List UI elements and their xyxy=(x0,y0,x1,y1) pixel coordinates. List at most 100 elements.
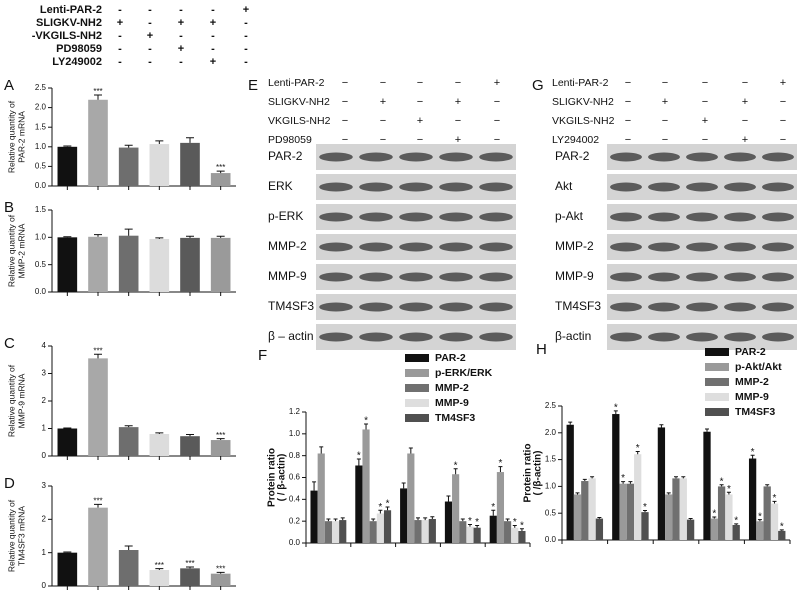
significance: * xyxy=(643,502,647,513)
bar xyxy=(679,478,687,540)
treatment-mark: − xyxy=(702,96,708,108)
blot-band xyxy=(479,212,513,222)
error-bar xyxy=(779,529,784,531)
significance: *** xyxy=(216,163,225,172)
y-axis-label: Relative quantity of xyxy=(6,100,16,173)
significance: * xyxy=(498,458,502,469)
bar xyxy=(376,513,384,543)
significance: *** xyxy=(93,346,102,355)
y-axis-label: Protein ratio xyxy=(523,444,534,503)
error-bar xyxy=(94,503,102,508)
bar xyxy=(324,521,332,543)
error-bar xyxy=(124,425,133,428)
treatment-mark: - xyxy=(118,4,122,16)
panel-letter: E xyxy=(248,77,258,94)
significance: * xyxy=(751,447,755,458)
blot-label: MMP-2 xyxy=(268,239,307,253)
y-axis-label: MMP-9 mRNA xyxy=(16,373,26,428)
blot-band xyxy=(686,242,718,252)
blot-band xyxy=(399,272,433,282)
treatment-mark: + xyxy=(117,17,123,29)
blot-band xyxy=(359,332,393,342)
blot-band xyxy=(439,212,473,222)
error-bar xyxy=(186,137,194,143)
legend-label: p-Akt/Akt xyxy=(735,361,782,373)
bar xyxy=(383,510,392,543)
error-bar xyxy=(475,525,480,528)
significance: *** xyxy=(216,564,225,573)
blot-label: PAR-2 xyxy=(555,149,590,163)
y-tick-label: 2 xyxy=(42,514,47,523)
treatment-mark: − xyxy=(780,115,786,127)
error-bar xyxy=(63,551,72,553)
y-tick-label: 0.0 xyxy=(35,287,47,296)
legend-swatch xyxy=(705,393,729,401)
panel-letter: B xyxy=(4,199,14,216)
panel-letter: C xyxy=(4,335,15,352)
blot-band xyxy=(359,272,393,282)
bar xyxy=(588,478,596,540)
blot-band xyxy=(359,302,393,312)
y-tick-label: 1.5 xyxy=(545,455,557,464)
y-tick-label: 2.5 xyxy=(35,83,47,92)
blot-band xyxy=(762,302,794,312)
blot-band xyxy=(762,332,794,342)
bar xyxy=(210,237,231,292)
blot-label: TM4SF3 xyxy=(555,299,601,313)
error-bar xyxy=(726,491,731,495)
bar xyxy=(657,427,666,540)
significance: *** xyxy=(155,561,164,570)
y-axis-label: ( /β-actin) xyxy=(533,451,544,496)
error-bar xyxy=(621,481,626,484)
blot-band xyxy=(359,182,393,192)
y-tick-label: 1.2 xyxy=(289,407,301,416)
bar xyxy=(717,486,726,540)
significance: *** xyxy=(93,496,102,505)
blot-band xyxy=(399,152,433,162)
error-bar xyxy=(155,237,164,239)
bar xyxy=(619,483,627,540)
legend-swatch xyxy=(705,348,729,356)
treatment-label: SLIGKV-NH2 xyxy=(36,17,102,29)
error-bar xyxy=(575,492,580,495)
legend-swatch xyxy=(405,369,429,377)
panel-letter: H xyxy=(536,341,547,358)
treatment-mark: − xyxy=(625,115,631,127)
treatment-mark: + xyxy=(178,17,184,29)
bar xyxy=(118,550,139,586)
treatment-mark: + xyxy=(417,115,423,127)
bar xyxy=(180,142,200,186)
error-bar xyxy=(319,446,324,454)
treatment-label: Lenti-PAR-2 xyxy=(552,77,609,89)
legend-swatch xyxy=(405,399,429,407)
y-tick-label: 2.0 xyxy=(545,428,557,437)
bar xyxy=(466,526,474,543)
error-bar xyxy=(401,482,406,489)
treatment-mark: − xyxy=(494,96,500,108)
error-bar xyxy=(124,545,133,550)
significance: * xyxy=(475,517,479,528)
panel-letter: G xyxy=(532,77,544,94)
treatment-mark: - xyxy=(244,17,248,29)
legend-label: MMP-2 xyxy=(435,382,469,394)
y-tick-label: 0.0 xyxy=(35,181,47,190)
legend-swatch xyxy=(705,378,729,386)
bar xyxy=(317,453,325,543)
y-tick-label: 1.0 xyxy=(545,482,557,491)
treatment-mark: − xyxy=(342,77,348,89)
bar xyxy=(149,570,170,586)
blot-band xyxy=(319,152,353,162)
treatment-mark: − xyxy=(742,115,748,127)
error-bar xyxy=(674,476,678,479)
treatment-mark: − xyxy=(494,134,500,146)
treatment-mark: − xyxy=(625,134,631,146)
treatment-mark: + xyxy=(243,4,249,16)
legend-label: PAR-2 xyxy=(735,346,766,358)
blot-band xyxy=(686,182,718,192)
error-bar xyxy=(216,571,225,574)
y-axis-label: Protein ratio xyxy=(267,448,278,507)
bar xyxy=(118,147,139,186)
error-bar xyxy=(659,424,664,428)
blot-band xyxy=(439,272,473,282)
treatment-mark: − xyxy=(780,96,786,108)
